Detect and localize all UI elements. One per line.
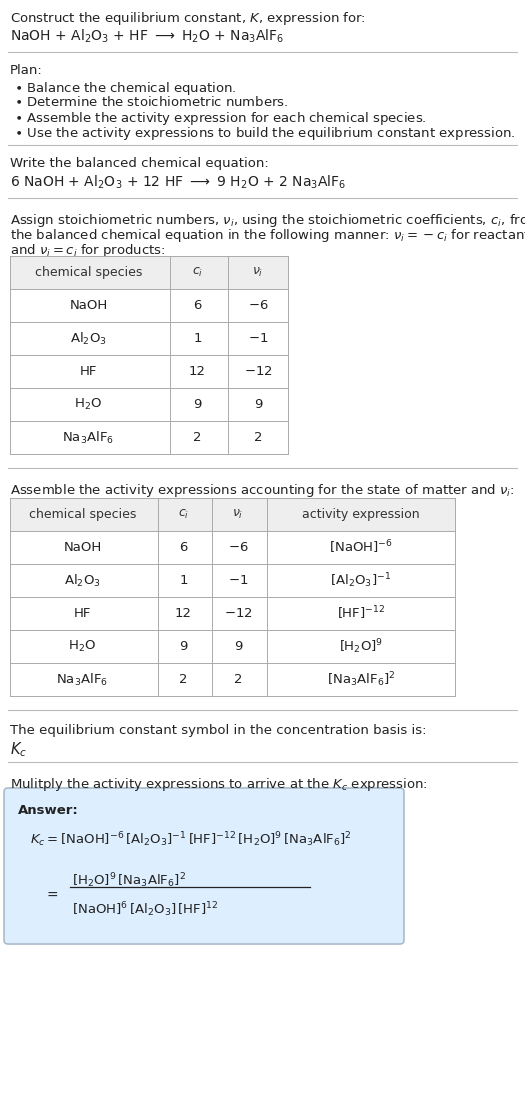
Text: chemical species: chemical species (35, 266, 142, 279)
Bar (10, 289, 288, 322)
Text: Al$_2$O$_3$: Al$_2$O$_3$ (70, 331, 107, 346)
Text: $c_i$: $c_i$ (192, 266, 203, 279)
Text: $\bullet$ Determine the stoichiometric numbers.: $\bullet$ Determine the stoichiometric n… (14, 95, 289, 109)
FancyBboxPatch shape (4, 788, 404, 944)
Text: $\nu_i$: $\nu_i$ (233, 507, 244, 521)
Text: 6: 6 (180, 541, 188, 553)
Text: The equilibrium constant symbol in the concentration basis is:: The equilibrium constant symbol in the c… (10, 724, 426, 737)
Text: Assign stoichiometric numbers, $\nu_i$, using the stoichiometric coefficients, $: Assign stoichiometric numbers, $\nu_i$, … (10, 212, 525, 229)
Text: the balanced chemical equation in the following manner: $\nu_i = -c_i$ for react: the balanced chemical equation in the fo… (10, 227, 525, 244)
Text: 9: 9 (234, 640, 242, 653)
Text: $\mathrm{[H_2O]}^9\,\mathrm{[Na_3AlF_6]}^2$: $\mathrm{[H_2O]}^9\,\mathrm{[Na_3AlF_6]}… (72, 871, 186, 890)
Text: 2: 2 (234, 673, 242, 686)
Text: [Al$_2$O$_3$]$^{-1}$: [Al$_2$O$_3$]$^{-1}$ (330, 571, 392, 590)
Text: Mulitply the activity expressions to arrive at the $K_c$ expression:: Mulitply the activity expressions to arr… (10, 776, 428, 794)
Text: Write the balanced chemical equation:: Write the balanced chemical equation: (10, 157, 269, 170)
Text: 2: 2 (179, 673, 188, 686)
Text: $\bullet$ Balance the chemical equation.: $\bullet$ Balance the chemical equation. (14, 80, 236, 98)
Text: $K_c = \mathrm{[NaOH]}^{-6}\,\mathrm{[Al_2O_3]}^{-1}\,\mathrm{[HF]}^{-12}\,\math: $K_c = \mathrm{[NaOH]}^{-6}\,\mathrm{[Al… (30, 830, 352, 848)
Bar (10, 421, 288, 454)
Text: and $\nu_i = c_i$ for products:: and $\nu_i = c_i$ for products: (10, 242, 165, 259)
Text: [H$_2$O]$^9$: [H$_2$O]$^9$ (339, 637, 383, 655)
Text: $-12$: $-12$ (224, 607, 253, 620)
Text: activity expression: activity expression (302, 509, 420, 521)
Text: Answer:: Answer: (18, 804, 79, 817)
Text: $\bullet$ Use the activity expressions to build the equilibrium constant express: $\bullet$ Use the activity expressions t… (14, 125, 516, 142)
Text: $-12$: $-12$ (244, 365, 272, 378)
Text: 6 NaOH + Al$_2$O$_3$ + 12 HF $\longrightarrow$ 9 H$_2$O + 2 Na$_3$AlF$_6$: 6 NaOH + Al$_2$O$_3$ + 12 HF $\longright… (10, 174, 347, 192)
Text: $-6$: $-6$ (248, 299, 268, 312)
Text: Assemble the activity expressions accounting for the state of matter and $\nu_i$: Assemble the activity expressions accoun… (10, 482, 514, 499)
Text: NaOH: NaOH (64, 541, 102, 553)
Bar (10, 630, 455, 663)
Text: H$_2$O: H$_2$O (68, 639, 97, 654)
Bar (10, 388, 288, 421)
Text: H$_2$O: H$_2$O (75, 397, 102, 412)
Text: Plan:: Plan: (10, 64, 43, 77)
Text: $\bullet$ Assemble the activity expression for each chemical species.: $\bullet$ Assemble the activity expressi… (14, 110, 427, 127)
Text: 9: 9 (193, 398, 202, 411)
Text: chemical species: chemical species (29, 509, 136, 521)
Bar (10, 530, 455, 564)
Text: 9: 9 (180, 640, 188, 653)
Bar (10, 498, 455, 530)
Text: $\nu_i$: $\nu_i$ (253, 266, 264, 279)
Text: HF: HF (74, 607, 91, 620)
Text: 2: 2 (254, 431, 262, 444)
Bar (10, 564, 455, 597)
Text: 2: 2 (193, 431, 202, 444)
Text: $c_i$: $c_i$ (178, 507, 189, 521)
Text: 1: 1 (193, 332, 202, 345)
Text: [HF]$^{-12}$: [HF]$^{-12}$ (337, 605, 385, 623)
Text: Construct the equilibrium constant, $K$, expression for:: Construct the equilibrium constant, $K$,… (10, 10, 366, 27)
Text: Na$_3$AlF$_6$: Na$_3$AlF$_6$ (56, 672, 109, 687)
Bar (10, 322, 288, 355)
Text: Na$_3$AlF$_6$: Na$_3$AlF$_6$ (62, 430, 114, 446)
Text: $=$: $=$ (44, 887, 59, 901)
Bar (10, 256, 288, 289)
Text: [NaOH]$^{-6}$: [NaOH]$^{-6}$ (329, 539, 393, 557)
Text: 12: 12 (189, 365, 206, 378)
Text: NaOH + Al$_2$O$_3$ + HF $\longrightarrow$ H$_2$O + Na$_3$AlF$_6$: NaOH + Al$_2$O$_3$ + HF $\longrightarrow… (10, 28, 285, 45)
Text: Al$_2$O$_3$: Al$_2$O$_3$ (64, 572, 101, 589)
Text: $-6$: $-6$ (228, 541, 248, 553)
Text: 1: 1 (179, 574, 188, 587)
Text: 12: 12 (175, 607, 192, 620)
Bar (10, 355, 288, 388)
Text: HF: HF (80, 365, 97, 378)
Bar (10, 663, 455, 696)
Text: 9: 9 (254, 398, 262, 411)
Text: NaOH: NaOH (69, 299, 108, 312)
Text: 6: 6 (193, 299, 202, 312)
Text: $K_c$: $K_c$ (10, 740, 27, 758)
Text: $\mathrm{[NaOH]}^6\,\mathrm{[Al_2O_3]}\,\mathrm{[HF]}^{12}$: $\mathrm{[NaOH]}^6\,\mathrm{[Al_2O_3]}\,… (72, 900, 218, 918)
Text: [Na$_3$AlF$_6$]$^2$: [Na$_3$AlF$_6$]$^2$ (327, 670, 395, 689)
Text: $-1$: $-1$ (248, 332, 268, 345)
Bar (10, 597, 455, 630)
Text: $-1$: $-1$ (228, 574, 248, 587)
